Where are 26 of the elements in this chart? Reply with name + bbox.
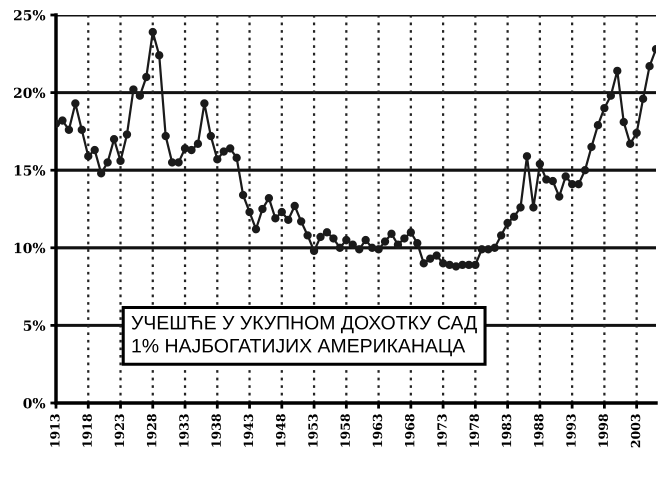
- x-tick-label: 1968: [405, 414, 414, 447]
- x-tick-label: 1948: [276, 414, 286, 447]
- x-tick-label: 1998: [598, 414, 608, 447]
- x-tick-label: 1958: [340, 414, 350, 447]
- x-tick-label: 1923: [114, 414, 124, 447]
- x-tick-label: 1963: [372, 414, 382, 447]
- annotation: УЧЕШЋЕ У УКУПНОМ ДОХОТКУ САД 1% НАЈБОГАТИЈИХ АМЕРИКАНАЦА: [132, 316, 477, 356]
- x-tick-label: 1983: [502, 414, 512, 447]
- x-tick-label: 1988: [534, 414, 544, 447]
- x-tick-label: 1943: [244, 414, 254, 447]
- y-tick-label: 15%: [14, 165, 46, 176]
- x-tick-label: 1933: [179, 414, 189, 447]
- y-tick-label: 10%: [14, 242, 46, 254]
- x-tick-label: 1913: [50, 414, 60, 447]
- y-tick-label: 5%: [24, 320, 46, 331]
- x-tick-label: 1953: [308, 414, 318, 447]
- x-tick-label: 1973: [437, 414, 447, 447]
- x-tick-label: 1978: [470, 414, 479, 447]
- x-tick-label: 1993: [566, 414, 576, 447]
- x-tick-label: 1938: [211, 414, 221, 447]
- y-tick-label: 20%: [14, 88, 46, 98]
- x-tick-label: 2003: [630, 414, 640, 448]
- x-tick-label: 1928: [146, 414, 156, 447]
- x-tick-label: 1918: [82, 414, 92, 447]
- y-tick-label: 25%: [14, 10, 46, 20]
- y-tick-label: 0%: [23, 398, 46, 408]
